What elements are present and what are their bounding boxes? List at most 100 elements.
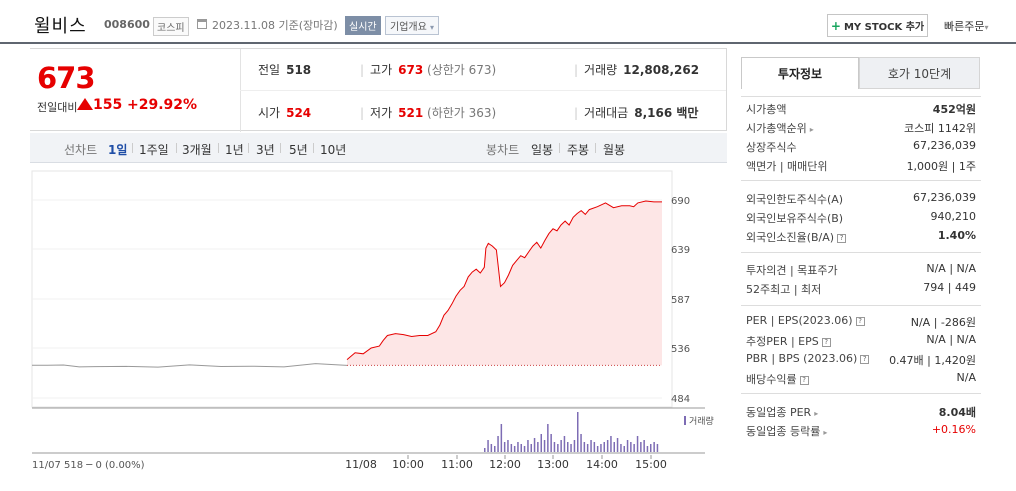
help-icon[interactable]: ? <box>821 337 831 347</box>
x-tick-label: 10:00 <box>392 458 424 471</box>
volume-bar <box>543 440 546 452</box>
info-label: 외국인소진율(B/A)? <box>746 229 847 245</box>
quick-order-menu[interactable]: 빠른주문▾ <box>944 18 989 34</box>
stat-value: 673 <box>398 63 424 77</box>
volume-legend-swatch <box>684 416 686 425</box>
stat-label: 거래량 <box>584 63 618 77</box>
stock-code: 008600 <box>104 18 150 31</box>
volume-bar <box>494 446 496 452</box>
info-label[interactable]: 시가총액순위 ▸ <box>746 122 814 135</box>
stat-value: 524 <box>286 106 312 120</box>
volume-bar <box>497 436 499 452</box>
period-3y[interactable]: 3년 <box>256 143 275 157</box>
section-divider <box>741 252 981 253</box>
info-value: N/A | -286원 <box>910 316 976 329</box>
volume-bar <box>643 440 645 452</box>
info-label: 시가총액 <box>746 103 787 116</box>
volume-legend-label: 거래량 <box>689 415 714 427</box>
help-icon[interactable]: ? <box>860 354 870 364</box>
info-row: PBR | BPS (2023.06)? 0.47배 | 1,420원 <box>746 352 976 370</box>
candle-chart-label: 봉차트 <box>486 143 520 157</box>
period-1y[interactable]: 1년 <box>225 143 244 157</box>
y-tick-label: 536 <box>671 344 690 355</box>
intraday-chart[interactable]: 690 639 587 536 484 11/08 10:00 11:00 12:00 13:00… <box>0 163 730 483</box>
info-row: 외국인보유주식수(B) 940,210 <box>746 210 976 228</box>
volume-bar <box>550 434 552 452</box>
add-mystock-button[interactable]: + MY STOCK 추가 <box>827 14 928 37</box>
stat-volume: | 거래량 12,808,262 <box>574 63 700 77</box>
volume-bar <box>590 440 592 452</box>
chevron-right-icon: ▸ <box>814 409 819 418</box>
info-row: 시가총액 452억원 <box>746 101 976 119</box>
volume-bar <box>563 436 566 452</box>
info-row: 외국인소진율(B/A)? 1.40% <box>746 229 976 247</box>
volume-bar <box>580 434 582 452</box>
stat-label: 저가 <box>370 106 393 120</box>
candle-weekly[interactable]: 주봉 <box>567 143 590 157</box>
info-row: 상장주식수 67,236,039 <box>746 139 976 157</box>
period-5y[interactable]: 5년 <box>289 143 308 157</box>
stat-prev-close: 전일 518 <box>258 61 311 78</box>
volume-bar <box>527 440 529 452</box>
volume-bar <box>573 440 576 452</box>
candle-monthly[interactable]: 월봉 <box>603 143 626 157</box>
candle-daily[interactable]: 일봉 <box>531 143 554 157</box>
info-row: 배당수익률? N/A <box>746 371 976 389</box>
y-tick-label: 587 <box>671 295 690 306</box>
help-icon[interactable]: ? <box>837 233 847 243</box>
info-label: 외국인보유주식수(B) <box>746 212 844 225</box>
x-tick-label: 11:00 <box>441 458 473 471</box>
help-icon[interactable]: ? <box>799 375 809 385</box>
volume-bar <box>653 442 655 452</box>
volume-bar <box>557 444 559 452</box>
volume-bar <box>656 444 659 452</box>
volume-bar <box>633 444 635 452</box>
info-label: 외국인한도주식수(A) <box>746 193 844 206</box>
volume-bar <box>610 436 612 452</box>
volume-bar <box>553 442 556 452</box>
period-1d[interactable]: 1일 <box>108 143 128 157</box>
stat-value: 12,808,262 <box>623 63 700 77</box>
info-label: 액면가 | 매매단위 <box>746 160 828 173</box>
stat-value: 518 <box>286 63 312 77</box>
volume-bar <box>600 444 602 452</box>
company-overview-dropdown[interactable]: 기업개요 ▾ <box>385 16 440 35</box>
y-tick-label: 639 <box>671 245 690 256</box>
help-icon[interactable]: ? <box>855 316 865 326</box>
info-value: 452억원 <box>932 103 976 116</box>
info-label: 상장주식수 <box>746 141 797 154</box>
tab-orderbook-10[interactable]: 호가 10단계 <box>859 57 980 89</box>
info-row: 시가총액순위 ▸ 코스피 1142위 <box>746 120 976 138</box>
period-3m[interactable]: 3개월 <box>182 143 212 157</box>
info-value: 코스피 1142위 <box>904 122 976 135</box>
section-divider <box>741 96 981 97</box>
x-tick-label: 13:00 <box>537 458 569 471</box>
volume-bar <box>640 442 642 452</box>
chevron-down-icon: ▾ <box>430 23 435 32</box>
info-value: 8.04배 <box>938 406 976 419</box>
realtime-badge[interactable]: 실시간 <box>345 16 381 35</box>
volume-bar <box>567 442 569 452</box>
info-value: 794 | 449 <box>923 281 976 294</box>
section-divider <box>741 180 981 181</box>
volume-bar <box>616 438 619 452</box>
tab-investment-info[interactable]: 투자정보 <box>741 57 859 89</box>
volume-bar <box>500 424 503 452</box>
mystock-label: MY STOCK 추가 <box>843 22 925 33</box>
volume-bar <box>623 446 625 452</box>
section-divider <box>741 393 981 394</box>
volume-bar <box>570 444 572 452</box>
info-row: 52주최고 | 최저 794 | 449 <box>746 281 976 299</box>
x-tick-label: 11/08 <box>345 458 377 471</box>
chevron-down-icon: ▾ <box>984 23 989 32</box>
volume-bar <box>620 444 622 452</box>
company-overview-label: 기업개요 <box>390 22 427 33</box>
info-value: 67,236,039 <box>913 191 976 204</box>
y-tick-label: 484 <box>671 394 690 405</box>
info-label[interactable]: 동일업종 등락률 ▸ <box>746 425 828 438</box>
period-10y[interactable]: 10년 <box>320 143 347 157</box>
period-1w[interactable]: 1주일 <box>139 143 169 157</box>
section-divider <box>741 305 981 306</box>
info-label[interactable]: 동일업종 PER ▸ <box>746 406 819 419</box>
